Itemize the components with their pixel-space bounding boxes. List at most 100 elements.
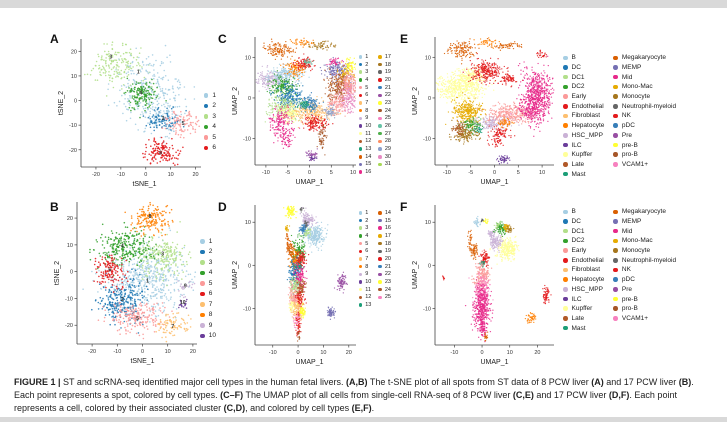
legend-label: 12 (365, 294, 372, 301)
legend-dot (563, 133, 568, 138)
legend-label: Hepatocyte (571, 122, 605, 130)
legend-label: B (571, 54, 576, 62)
legend-dot (358, 170, 363, 174)
legend-dot (378, 162, 382, 167)
legend-item: 2 (200, 247, 216, 258)
legend-item: Late (563, 314, 604, 324)
legend-label: 21 (384, 263, 391, 270)
legend-label: pre-B (621, 295, 638, 303)
legend-item: 4 (203, 122, 216, 133)
legend-dot (613, 94, 618, 99)
legend-dot (358, 85, 363, 90)
legend-label: 24 (384, 286, 391, 293)
legend-dot (378, 287, 382, 292)
legend-label: 2 (208, 248, 213, 256)
svg-text:-10: -10 (69, 123, 77, 129)
svg-text:-20: -20 (92, 172, 100, 178)
legend-label: 8 (365, 263, 369, 270)
legend-item: 26 (378, 122, 391, 130)
legend-label: Fibroblast (571, 266, 601, 274)
legend-dot (358, 101, 363, 105)
legend-item: 19 (378, 68, 391, 76)
legend-item: NK (613, 265, 676, 275)
legend-label: 14 (384, 209, 391, 216)
legend-label: pre-B (621, 141, 638, 149)
legend-dot (378, 241, 382, 246)
legend-item: 28 (378, 138, 391, 146)
legend-label: 10 (365, 279, 372, 286)
legend-dot (203, 124, 209, 129)
legend-dot (203, 114, 209, 119)
legend-label: 1 (212, 91, 216, 99)
svg-text:10: 10 (245, 55, 251, 61)
legend-column: 1 2 3 4 5 6 7 8 9 10 11 12 13 14 15 16 (358, 53, 372, 176)
legend-dot (613, 228, 618, 234)
legend-item: Monocyte (613, 246, 676, 256)
legend-dot (358, 62, 363, 67)
legend-item: 3 (358, 224, 372, 232)
legend-item: Endothelial (563, 255, 604, 265)
legend-item: 19 (378, 247, 391, 255)
panel-f: F -10 0 10 20 -10 0 10 UMAP_1 UMAP_2 B DC DC1 DC2 Ea… (398, 194, 727, 372)
legend-item: 21 (378, 263, 391, 271)
legend-item: 1 (203, 90, 216, 101)
legend-dot (358, 78, 363, 82)
legend-label: 30 (384, 153, 391, 160)
legend-dot (563, 306, 568, 311)
legend-label: 3 (365, 69, 369, 76)
svg-text:tSNE_2: tSNE_2 (58, 91, 65, 115)
legend-item: 11 (358, 130, 372, 138)
legend-label: B (571, 208, 576, 216)
caption-segment: (B) (678, 377, 692, 387)
legend-label: ILC (571, 295, 582, 303)
legend-label: 7 (208, 300, 213, 308)
legend-label: 14 (365, 153, 372, 160)
svg-text:-20: -20 (69, 148, 77, 154)
legend-item: 23 (378, 278, 391, 286)
legend-dot (358, 155, 363, 159)
legend-label: 10 (208, 332, 216, 340)
legend-label: Pre (621, 285, 633, 293)
legend-dot (200, 291, 205, 296)
legend-dot (378, 295, 382, 300)
legend-item: DC2 (563, 82, 604, 92)
svg-text:-5: -5 (285, 170, 290, 176)
legend-column: B DC DC1 DC2 Early Endothelial Fibroblast Hepat… (563, 53, 604, 179)
legend-label: DC1 (571, 73, 585, 81)
legend-label: DC2 (571, 83, 585, 91)
legend-item: 5 (200, 278, 216, 289)
legend-dot (563, 287, 568, 292)
legend-label: 17 (384, 53, 391, 60)
legend-column: Megakaryocyte MEMP Mid Mono-Mac Monocyte Neut… (613, 207, 676, 333)
legend-item: VCAM1+ (613, 314, 676, 324)
legend-column: 1 2 3 4 5 6 7 8 9 10 11 12 13 (358, 209, 372, 309)
legend-item: 9 (358, 115, 372, 123)
legend-label: 9 (365, 115, 369, 122)
svg-text:20: 20 (71, 49, 77, 55)
svg-text:2: 2 (162, 116, 165, 122)
legend-item: HSC_MPP (563, 131, 604, 141)
legend-item: 8 (200, 310, 216, 321)
legend-dot (378, 55, 382, 59)
legend-label: Pre (621, 131, 633, 139)
legend-item: 18 (378, 61, 391, 69)
panel-a-label: A (50, 32, 59, 46)
legend-item: 12 (358, 294, 372, 302)
legend-item: 2 (358, 61, 372, 69)
legend-dot (358, 131, 363, 136)
legend-dot (613, 55, 618, 61)
panel-f-legend: B DC DC1 DC2 Early Endothelial Fibroblast Hepat… (563, 207, 685, 333)
legend-dot (563, 219, 568, 224)
legend-item: 14 (378, 209, 391, 217)
legend-item: 1 (358, 53, 372, 61)
legend-item: 1 (358, 209, 372, 217)
legend-item: 20 (378, 255, 391, 263)
legend-label: 13 (365, 146, 372, 153)
panel-d: D -10 0 10 20 -10 0 10 UMAP_1 UMAP_2 1 2 3 4 5 6 7 8 9 10… (216, 194, 398, 372)
legend-item: Kupffer (563, 304, 604, 314)
legend-label: 3 (212, 112, 216, 120)
legend-item: pre-B (613, 140, 676, 150)
legend-dot (378, 249, 382, 254)
legend-item: DC2 (563, 236, 604, 246)
